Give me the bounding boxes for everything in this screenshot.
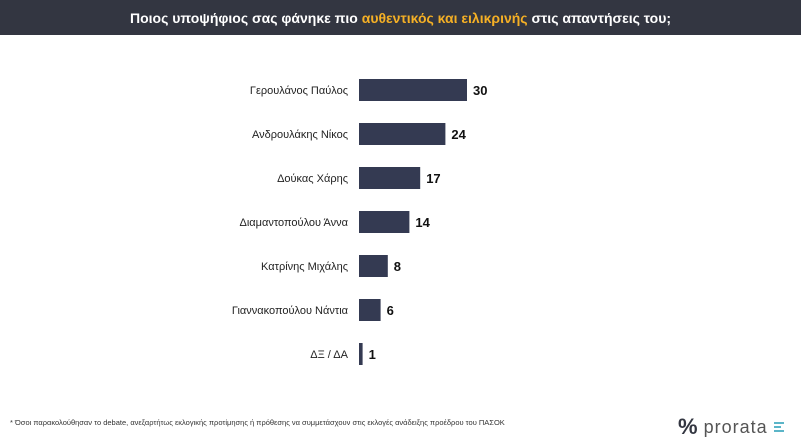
bar xyxy=(359,123,446,145)
chart-title: Ποιος υποψήφιος σας φάνηκε πιο αυθεντικό… xyxy=(130,10,671,26)
category-label: Δούκας Χάρης xyxy=(277,173,348,185)
logo-wordmark: prorata xyxy=(703,417,768,437)
title-text-start: Ποιος υποψήφιος σας φάνηκε πιο xyxy=(129,9,362,26)
title-highlight: αυθεντικός και ειλικρινής xyxy=(361,9,528,26)
prorata-logo: % prorata xyxy=(678,416,784,438)
data-label: 14 xyxy=(415,215,430,230)
percent-logo-icon: % xyxy=(678,414,698,439)
category-label: Ανδρουλάκης Νίκος xyxy=(252,129,348,141)
category-label: Γερουλάνος Παύλος xyxy=(250,85,348,97)
category-label: Κατρίνης Μιχάλης xyxy=(261,261,348,273)
bar xyxy=(359,343,363,365)
category-label: Γιαννακοπούλου Νάντια xyxy=(232,305,349,317)
data-label: 24 xyxy=(451,127,466,142)
title-text-end: στις απαντήσεις του; xyxy=(527,9,671,26)
data-label: 6 xyxy=(387,303,394,318)
title-bar: Ποιος υποψήφιος σας φάνηκε πιο αυθεντικό… xyxy=(0,0,801,35)
data-label: 1 xyxy=(369,347,376,362)
bar xyxy=(359,79,467,101)
data-label: 30 xyxy=(473,83,487,98)
logo-bars-icon xyxy=(773,422,784,432)
bar-chart: Γερουλάνος Παύλος 30 Ανδρουλάκης Νίκος 24 Δο… xyxy=(232,79,487,365)
data-label: 8 xyxy=(394,259,401,274)
data-label: 17 xyxy=(426,171,440,186)
category-label: Διαμαντοπούλου Άννα xyxy=(240,217,349,229)
bar xyxy=(359,299,381,321)
footnote: * Όσοι παρακολούθησαν το debate, ανεξαρτ… xyxy=(10,418,505,427)
bar xyxy=(359,255,388,277)
bar xyxy=(359,167,421,189)
bar xyxy=(359,211,410,233)
category-label: ΔΞ / ΔΑ xyxy=(310,349,348,361)
